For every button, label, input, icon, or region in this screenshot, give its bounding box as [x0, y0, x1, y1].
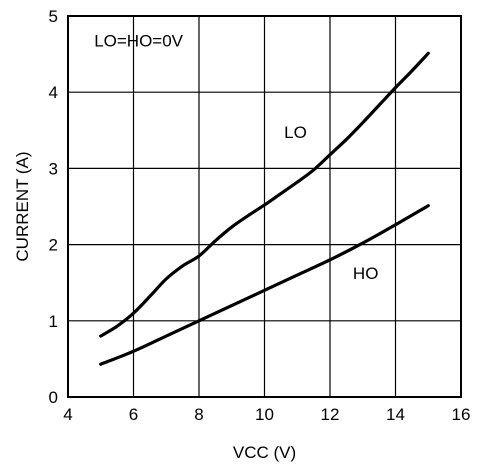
- series-line-ho: [99, 204, 430, 366]
- y-tick-label: 0: [49, 388, 58, 407]
- y-tick-label: 5: [49, 7, 58, 26]
- x-tick-label: 16: [452, 405, 471, 424]
- x-tick-label: 12: [321, 405, 340, 424]
- y-tick-label: 1: [49, 312, 58, 331]
- x-tick-label: 8: [194, 405, 203, 424]
- plot-frame: [67, 15, 462, 398]
- y-tick-label: 2: [49, 236, 58, 255]
- grid: [68, 16, 461, 397]
- y-tick-label: 3: [49, 159, 58, 178]
- annotation-1: LO: [284, 123, 307, 142]
- x-tick-label: 14: [386, 405, 405, 424]
- y-axis-label: CURRENT (A): [13, 151, 32, 261]
- series-line-lo: [99, 51, 430, 338]
- y-tick-label: 4: [49, 83, 58, 102]
- series-lines: [99, 51, 430, 366]
- annotation-0: LO=HO=0V: [94, 31, 183, 50]
- x-tick-label: 6: [129, 405, 138, 424]
- x-tick-label: 10: [255, 405, 274, 424]
- x-axis-label: VCC (V): [233, 443, 296, 462]
- annotations: LO=HO=0V LO HO: [94, 31, 378, 282]
- x-tick-label: 4: [63, 405, 72, 424]
- annotation-2: HO: [353, 264, 379, 283]
